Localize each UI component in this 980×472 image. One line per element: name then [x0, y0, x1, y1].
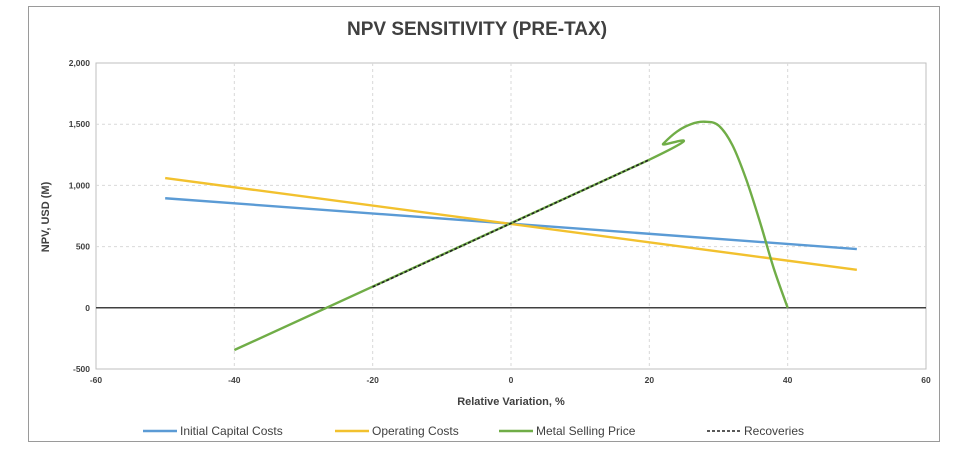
- x-tick-label: 40: [783, 375, 793, 385]
- plot-area: [95, 62, 927, 370]
- npv-sensitivity-chart: NPV SENSITIVITY (PRE-TAX) -500 0 500 1,000 1…: [40, 19, 931, 438]
- x-tick-label: 0: [509, 375, 514, 385]
- y-tick-label: -500: [73, 364, 90, 374]
- x-tick-label: -40: [228, 375, 241, 385]
- legend-label-recoveries: Recoveries: [744, 424, 804, 438]
- series-line-metal-selling-price: [233, 120, 789, 352]
- series-line-recoveries: [372, 158, 650, 288]
- x-tick-label: 60: [921, 375, 931, 385]
- chart-frame: NPV SENSITIVITY (PRE-TAX) -500 0 500 1,000 1…: [28, 6, 940, 442]
- y-axis-label: NPV, USD (M): [40, 181, 52, 252]
- chart-title: NPV SENSITIVITY (PRE-TAX): [347, 19, 607, 40]
- y-tick-label: 2,000: [69, 58, 91, 68]
- x-tick-label: -60: [90, 375, 103, 385]
- x-tick-label: -20: [367, 375, 380, 385]
- legend-label-operating-costs: Operating Costs: [372, 424, 459, 438]
- x-axis-ticks: -60 -40 -20 0 20 40 60: [90, 375, 931, 385]
- y-tick-label: 1,000: [69, 180, 91, 190]
- x-axis-label: Relative Variation, %: [457, 396, 565, 408]
- legend-label-metal-selling-price: Metal Selling Price: [536, 424, 636, 438]
- legend-label-initial-capital-costs: Initial Capital Costs: [180, 424, 283, 438]
- series-layer: [165, 120, 857, 352]
- y-tick-label: 0: [85, 303, 90, 313]
- x-tick-label: 20: [645, 375, 655, 385]
- y-tick-label: 500: [76, 242, 90, 252]
- y-tick-label: 1,500: [69, 119, 91, 129]
- y-axis-ticks: -500 0 500 1,000 1,500 2,000: [69, 58, 91, 374]
- legend: Initial Capital Costs Operating Costs Meta…: [143, 424, 804, 438]
- gridlines: [96, 63, 926, 369]
